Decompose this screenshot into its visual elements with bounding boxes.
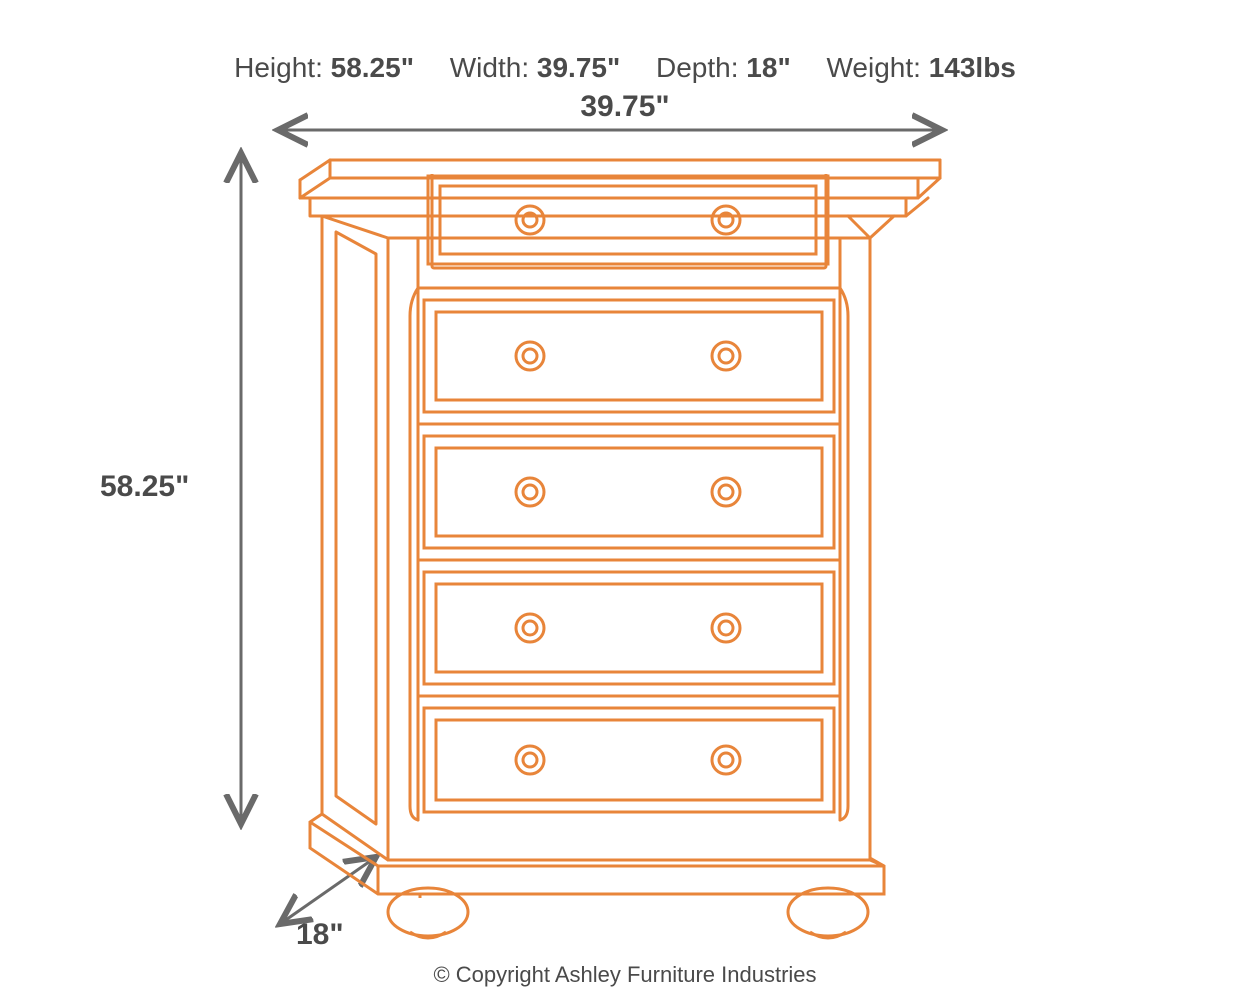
knob	[516, 614, 544, 642]
knob	[516, 478, 544, 506]
knob	[516, 206, 544, 234]
knob	[712, 342, 740, 370]
knob	[516, 746, 544, 774]
dimension-diagram	[0, 0, 1250, 1000]
knob	[712, 206, 740, 234]
knob	[712, 614, 740, 642]
knob	[516, 342, 544, 370]
knob	[712, 478, 740, 506]
depth-arrow	[280, 857, 376, 924]
drawers	[418, 176, 840, 812]
knob	[712, 746, 740, 774]
base	[310, 814, 884, 938]
